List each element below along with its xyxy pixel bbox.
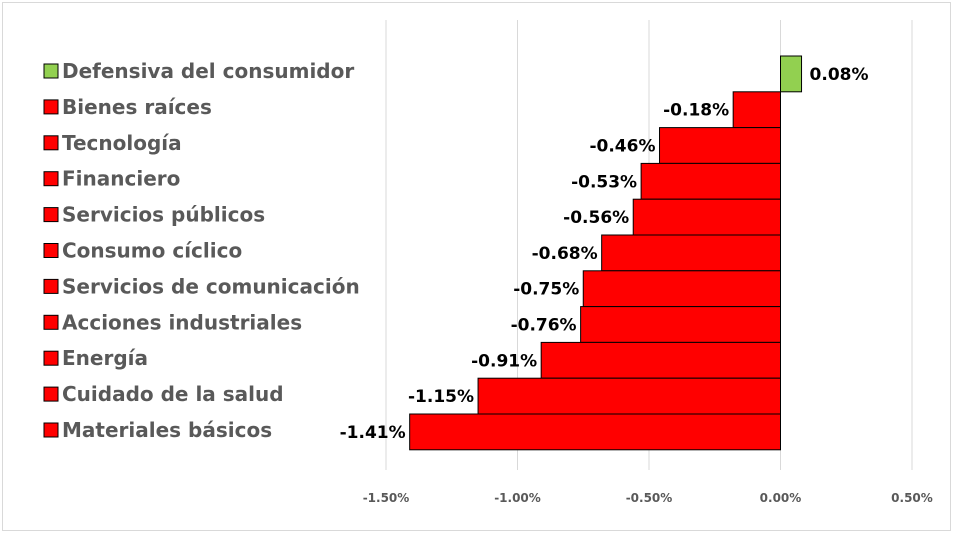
legend-swatch <box>43 278 59 294</box>
bar <box>659 127 782 164</box>
x-tick-label: -1.50% <box>363 491 410 505</box>
x-tick-label: 0.00% <box>760 491 802 505</box>
legend-swatch <box>43 243 59 258</box>
data-label: -0.91% <box>471 351 537 371</box>
x-tick-label: 0.50% <box>891 491 933 505</box>
bar <box>477 377 781 415</box>
data-label: -0.56% <box>563 208 629 228</box>
legend-label: Energía <box>62 346 148 370</box>
bar <box>780 55 803 93</box>
bar <box>582 270 781 308</box>
data-label: -1.15% <box>408 387 474 407</box>
legend-label: Materiales básicos <box>62 418 272 442</box>
data-label: -0.68% <box>532 244 598 264</box>
bar <box>732 91 781 129</box>
x-tick-label: -1.00% <box>494 491 541 505</box>
bar <box>601 234 781 272</box>
bar <box>409 413 781 451</box>
legend-swatch <box>43 386 59 402</box>
legend-swatch <box>43 135 59 151</box>
bar <box>540 341 781 379</box>
legend-label: Defensiva del consumidor <box>62 59 354 83</box>
legend-label: Acciones industriales <box>62 310 302 334</box>
data-label: -0.76% <box>511 316 577 336</box>
data-label: -0.75% <box>513 280 579 300</box>
legend-label: Consumo cíclico <box>62 239 242 263</box>
bar <box>580 306 781 343</box>
legend-swatch <box>43 207 59 223</box>
data-label: -0.53% <box>571 172 637 192</box>
legend-swatch <box>43 171 59 187</box>
legend-swatch <box>43 422 59 438</box>
data-label: -1.41% <box>340 423 406 443</box>
x-tick-label: -0.50% <box>626 491 673 505</box>
data-label: -0.18% <box>663 101 729 121</box>
data-label: 0.08% <box>810 65 869 85</box>
legend-swatch <box>43 99 59 115</box>
bar <box>640 162 781 200</box>
legend-label: Cuidado de la salud <box>62 382 284 406</box>
legend-label: Financiero <box>62 167 180 191</box>
data-label: -0.46% <box>589 137 655 157</box>
bar <box>632 198 781 236</box>
legend-label: Tecnología <box>62 131 182 155</box>
legend-swatch <box>43 350 59 366</box>
legend-swatch <box>43 314 59 330</box>
legend-label: Servicios públicos <box>62 203 265 227</box>
legend-swatch <box>43 63 59 79</box>
legend-label: Servicios de comunicación <box>62 274 360 298</box>
legend-label: Bienes raíces <box>62 95 212 119</box>
